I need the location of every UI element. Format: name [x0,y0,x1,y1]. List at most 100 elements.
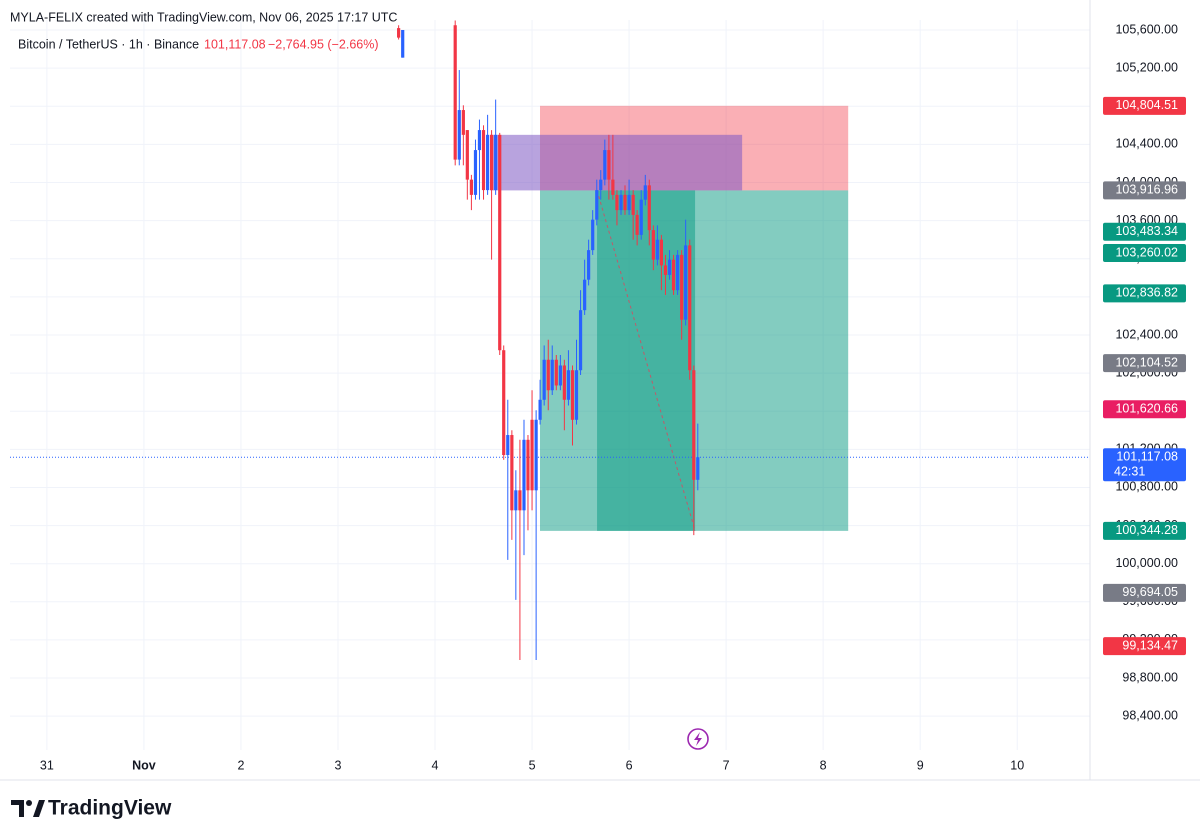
candle-body [486,134,490,191]
candle-body [659,239,663,266]
price-label: 103,483.34 [1115,224,1178,238]
candle-body [684,245,688,320]
candle-body [578,310,583,371]
y-tick-label: 102,400.00 [1115,327,1178,341]
x-tick-label: 8 [820,758,827,772]
candle-body [676,254,680,291]
y-tick-label: 105,600.00 [1115,22,1178,36]
candle-body [627,194,631,211]
price-label-box [1103,284,1186,303]
candle-body [494,134,498,191]
candle-body [558,365,562,386]
price-label-box [1103,96,1186,115]
candle-body [688,245,692,371]
y-tick-label: 98,400.00 [1122,708,1178,722]
candle-body [635,214,639,235]
x-tick-label: Nov [132,758,156,772]
candle-body [542,359,546,400]
candle-body [506,435,510,456]
x-tick-label: 5 [529,758,536,772]
candle-body [570,370,575,420]
price-label: 104,804.51 [1115,98,1178,112]
candle-body [554,359,558,386]
candle-body [607,150,611,180]
position-zone [490,134,743,191]
candle-body [651,230,655,260]
candle-body [615,194,619,211]
candle-body [550,359,554,391]
x-tick-label: 6 [626,758,633,772]
candle-body [655,239,660,260]
x-tick-label: 10 [1010,758,1024,772]
price-label: 103,260.02 [1115,245,1178,259]
price-label-box [1103,222,1186,241]
brand: TradingView [48,797,172,820]
y-tick-label: 100,000.00 [1115,556,1178,570]
flash-icon[interactable] [687,728,709,750]
x-tick-label: 9 [917,758,924,772]
symbol: Bitcoin / TetherUS · 1h · Binance [18,37,199,51]
price-label: 102,104.52 [1115,355,1178,369]
price-change: −2,764.95 (−2.66%) [268,37,379,51]
candle-body [619,194,623,211]
candle-body [562,365,566,400]
price-label-box [1103,637,1186,656]
candle-body [481,130,486,191]
candle-body [671,259,676,291]
candle-body [473,150,478,195]
x-tick-label: 3 [335,758,342,772]
price-label-box [1103,583,1186,602]
x-tick-label: 31 [40,758,54,772]
candle-body [534,419,538,491]
x-tick-label: 2 [237,758,244,772]
candle-body [623,194,627,211]
candle-body [518,490,522,511]
candle-body [397,28,401,38]
credit: MYLA-FELIX created with TradingView.com,… [10,10,397,24]
price-label-box [1103,354,1186,373]
candle-body [510,435,514,511]
countdown: 42:31 [1114,465,1145,479]
candle-body [502,350,506,456]
candle-body [639,199,643,235]
candle-body [692,370,696,480]
price-label-box [1103,244,1186,263]
price-label: 103,916.96 [1115,183,1178,197]
candle-body [522,439,526,511]
y-tick-label: 100,800.00 [1115,480,1178,494]
candle-body [530,419,534,491]
candle-body [631,194,635,215]
candle-body [643,185,647,200]
candle-body [477,130,482,151]
candle-body [611,179,615,195]
x-tick-label: 4 [432,758,439,772]
candle-body [599,179,603,191]
candle-body [680,254,684,320]
candle-body [498,134,502,351]
candle-body [696,457,700,480]
price-label-box [1103,448,1186,482]
price-label-box [1103,181,1186,200]
y-tick-label: 104,400.00 [1115,137,1178,151]
price-label: 99,694.05 [1122,585,1178,599]
candle-body [453,25,457,160]
x-tick-label: 7 [723,758,730,772]
candle-body [526,439,530,491]
candle-body [587,250,591,280]
trend-line [596,190,696,532]
candle-body [514,490,518,511]
logo[interactable]: TradingView [11,797,172,820]
candle-body [595,190,599,220]
candle-body [457,110,461,160]
candle-body [591,219,595,251]
candle-body [401,30,405,58]
price-label: 99,134.47 [1122,638,1178,652]
price-label-box [1103,400,1186,419]
candle-body [469,179,474,195]
price-label: 100,344.28 [1115,523,1178,537]
price-label: 101,620.66 [1115,402,1178,416]
price-label-box [1103,521,1186,540]
candle-body [647,185,651,231]
candles [397,20,700,660]
